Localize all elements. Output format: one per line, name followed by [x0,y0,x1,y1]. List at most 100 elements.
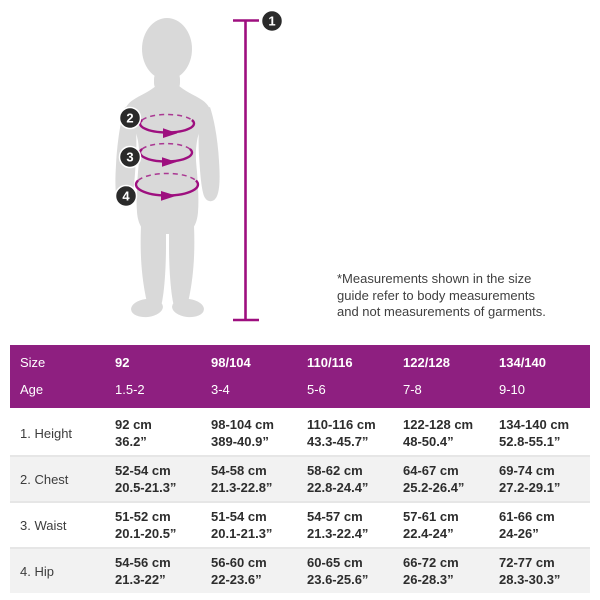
measurement-cell: 64-67 cm 25.2-26.4” [398,462,494,496]
measurement-cell: 54-57 cm 21.3-22.4” [302,508,398,542]
hip-girth-ellipse [134,172,200,201]
table-row-height: 1. Height 92 cm 36.2” 98-104 cm 389-40.9… [10,411,590,455]
measurement-diagram: 1 2 3 4 [114,9,284,322]
svg-text:1: 1 [268,14,275,29]
row-label: 4. Hip [20,563,54,579]
measurement-cell: 60-65 cm 23.6-25.6” [302,554,398,588]
cell-inch: 21.3-22” [115,572,166,587]
cell-cm: 110-116 cm [307,417,376,432]
measurement-cell: 66-72 cm 26-28.3” [398,554,494,588]
measurement-cell: 61-66 cm 24-26” [494,508,590,542]
measurement-cell: 56-60 cm 22-23.6” [206,554,302,588]
cell-cm: 54-57 cm [307,509,363,524]
size-table-body: 1. Height 92 cm 36.2” 98-104 cm 389-40.9… [10,411,590,593]
footnote-line: guide refer to body measurements [337,287,535,303]
cell-inch: 43.3-45.7” [307,434,369,449]
marker-badge-1: 1 [260,9,284,33]
svg-text:2: 2 [126,111,133,126]
measurement-cell: 98-104 cm 389-40.9” [206,416,302,450]
header-age-value: 3-4 [211,382,230,397]
cell-cm: 58-62 cm [307,463,363,478]
marker-badge-4: 4 [114,184,138,208]
header-age-value: 7-8 [403,382,422,397]
header-size-value: 134/140 [499,355,546,370]
table-row-chest: 2. Chest 52-54 cm 20.5-21.3” 54-58 cm 21… [10,455,590,501]
cell-cm: 61-66 cm [499,509,555,524]
cell-inch: 24-26” [499,526,539,541]
row-label: 1. Height [20,425,73,441]
cell-inch: 21.3-22.8” [211,480,273,495]
footnote-line: and not measurements of garments. [337,304,546,320]
child-silhouette-icon [115,18,220,318]
header-age-value: 9-10 [499,382,526,397]
header-age-value: 5-6 [307,382,326,397]
header-size-value: 98/104 [211,355,251,370]
size-guide-table: Size 92 98/104 110/116 122/128 134/140 A… [10,345,590,593]
cell-inch: 52.8-55.1” [499,434,561,449]
cell-inch: 20.1-21.3” [211,526,273,541]
cell-cm: 72-77 cm [499,555,555,570]
cell-cm: 51-52 cm [115,509,171,524]
size-table-header: Size 92 98/104 110/116 122/128 134/140 A… [10,345,590,408]
table-row-waist: 3. Waist 51-52 cm 20.1-20.5” 51-54 cm 20… [10,501,590,547]
cell-cm: 54-58 cm [211,463,267,478]
header-size-label: Size [20,355,46,370]
hip-arrowhead-icon [161,191,177,201]
measurement-cell: 92 cm 36.2” [110,416,206,450]
measurement-cell: 122-128 cm 48-50.4” [398,416,494,450]
measurement-cell: 51-52 cm 20.1-20.5” [110,508,206,542]
measurement-cell: 57-61 cm 22.4-24” [398,508,494,542]
cell-cm: 52-54 cm [115,463,171,478]
header-age-value: 1.5-2 [115,382,145,397]
cell-inch: 27.2-29.1” [499,480,561,495]
table-row-hip: 4. Hip 54-56 cm 21.3-22” 56-60 cm 22-23.… [10,547,590,593]
row-label: 3. Waist [20,517,67,533]
measurements-footnote: *Measurements shown in the size guide re… [337,271,546,321]
header-size-row: Size 92 98/104 110/116 122/128 134/140 [10,349,590,376]
header-size-value: 110/116 [307,355,353,370]
header-size-value: 92 [115,355,130,370]
cell-inch: 389-40.9” [211,434,269,449]
measurement-cell: 110-116 cm 43.3-45.7” [302,416,398,450]
cell-inch: 22.8-24.4” [307,480,369,495]
cell-inch: 23.6-25.6” [307,572,369,587]
cell-inch: 48-50.4” [403,434,454,449]
measurement-cell: 51-54 cm 20.1-21.3” [206,508,302,542]
cell-cm: 51-54 cm [211,509,267,524]
measurement-cell: 54-56 cm 21.3-22” [110,554,206,588]
cell-cm: 56-60 cm [211,555,267,570]
cell-cm: 134-140 cm [499,417,570,432]
cell-inch: 26-28.3” [403,572,454,587]
cell-inch: 20.5-21.3” [115,480,177,495]
marker-badge-2: 2 [118,106,142,130]
chest-girth-ellipse [138,113,196,138]
waist-arrowhead-icon [162,157,177,167]
cell-inch: 21.3-22.4” [307,526,369,541]
row-label: 2. Chest [20,471,69,487]
cell-cm: 98-104 cm [211,417,274,432]
cell-cm: 54-56 cm [115,555,171,570]
height-measure-line [233,19,259,322]
svg-text:4: 4 [122,189,130,204]
header-size-value: 122/128 [403,355,450,370]
cell-cm: 66-72 cm [403,555,459,570]
marker-badge-3: 3 [118,145,142,169]
cell-inch: 36.2” [115,434,147,449]
svg-text:3: 3 [126,150,133,165]
cell-cm: 64-67 cm [403,463,459,478]
measurement-cell: 58-62 cm 22.8-24.4” [302,462,398,496]
cell-cm: 92 cm [115,417,152,432]
cell-inch: 22-23.6” [211,572,262,587]
footnote-line: *Measurements shown in the size [337,271,532,286]
measurement-cell: 72-77 cm 28.3-30.3” [494,554,590,588]
header-age-row: Age 1.5-2 3-4 5-6 7-8 9-10 [10,376,590,403]
measurement-cell: 134-140 cm 52.8-55.1” [494,416,590,450]
cell-inch: 28.3-30.3” [499,572,561,587]
measurement-cell: 54-58 cm 21.3-22.8” [206,462,302,496]
cell-inch: 20.1-20.5” [115,526,177,541]
cell-inch: 22.4-24” [403,526,454,541]
cell-cm: 57-61 cm [403,509,459,524]
header-age-label: Age [20,382,44,397]
cell-cm: 60-65 cm [307,555,363,570]
